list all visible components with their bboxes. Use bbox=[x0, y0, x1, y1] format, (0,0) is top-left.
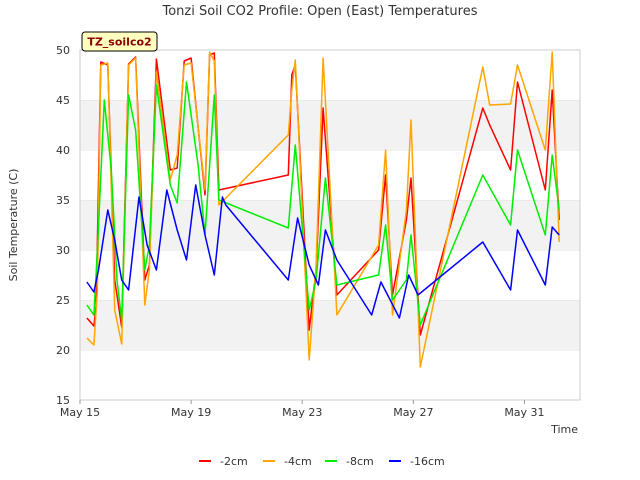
x-tick-label: May 23 bbox=[282, 406, 322, 419]
legend-label: -2cm bbox=[220, 455, 248, 468]
plot-frame bbox=[79, 49, 581, 401]
series-lines bbox=[86, 51, 560, 368]
y-tick-label: 15 bbox=[56, 394, 70, 407]
x-tick-label: May 31 bbox=[504, 406, 544, 419]
grid-band bbox=[80, 350, 580, 400]
y-tick-label: 40 bbox=[56, 144, 70, 157]
badge-label: TZ_soilco2 bbox=[87, 36, 151, 49]
x-tick-label: May 19 bbox=[171, 406, 211, 419]
y-tick-label: 25 bbox=[56, 294, 70, 307]
legend-label: -16cm bbox=[410, 455, 445, 468]
grid-band bbox=[80, 250, 580, 300]
grid-band bbox=[80, 50, 580, 100]
legend: -2cm -4cm -8cm -16cm bbox=[199, 455, 445, 468]
series-line-16cm bbox=[86, 184, 560, 319]
x-tick-label: May 27 bbox=[393, 406, 433, 419]
y-axis-ticks: 15 20 25 30 35 40 45 50 bbox=[56, 44, 70, 407]
legend-label: -8cm bbox=[346, 455, 374, 468]
y-tick-label: 50 bbox=[56, 44, 70, 57]
grid-band bbox=[80, 300, 580, 350]
x-tick-label: May 15 bbox=[60, 406, 100, 419]
badge-box bbox=[81, 31, 158, 52]
x-axis-ticks: May 15 May 19 May 23 May 27 May 31 bbox=[60, 400, 545, 419]
x-axis-label: Time bbox=[550, 423, 578, 436]
dataset-badge: TZ_soilco2 bbox=[81, 31, 158, 52]
legend-label: -4cm bbox=[284, 455, 312, 468]
y-tick-label: 20 bbox=[56, 344, 70, 357]
y-tick-label: 30 bbox=[56, 244, 70, 257]
y-axis-label: Soil Temperature (C) bbox=[7, 169, 20, 282]
y-tick-label: 35 bbox=[56, 194, 70, 207]
series-line-8cm bbox=[86, 81, 560, 326]
chart-title: Tonzi Soil CO2 Profile: Open (East) Temp… bbox=[161, 4, 477, 19]
y-tick-label: 45 bbox=[56, 94, 70, 107]
